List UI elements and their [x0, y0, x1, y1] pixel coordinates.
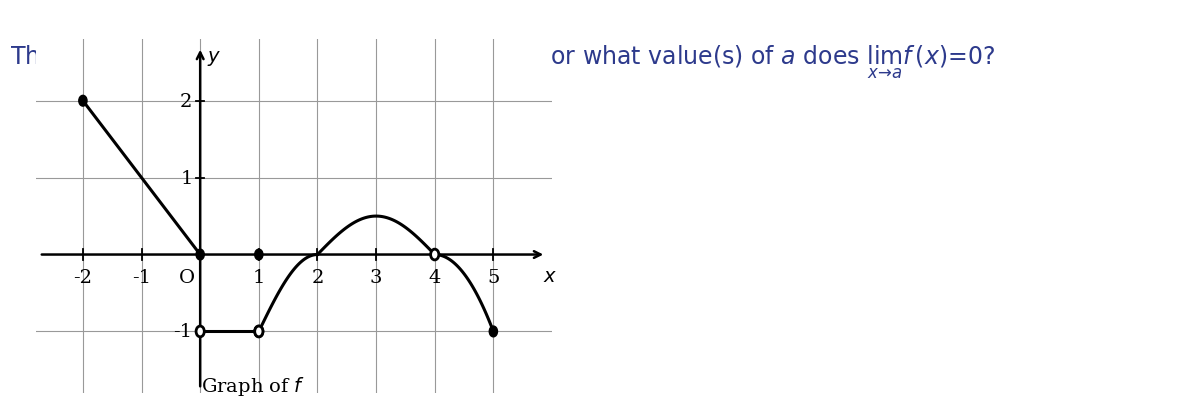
Text: 2: 2	[180, 93, 192, 110]
Text: 5: 5	[487, 268, 499, 286]
Circle shape	[254, 249, 263, 260]
Circle shape	[254, 326, 263, 337]
Circle shape	[431, 249, 439, 260]
Text: 1: 1	[180, 169, 192, 187]
Text: The graph of the function $f$ is shown below.  For what value(s) of $a$ does $\l: The graph of the function $f$ is shown b…	[10, 43, 995, 80]
Text: 1: 1	[253, 268, 265, 286]
Circle shape	[490, 326, 498, 337]
Text: -1: -1	[132, 268, 151, 286]
Circle shape	[196, 249, 204, 260]
Text: $y$: $y$	[208, 49, 222, 68]
Text: 2: 2	[311, 268, 324, 286]
Text: 3: 3	[370, 268, 383, 286]
Text: 4: 4	[428, 268, 440, 286]
Text: -2: -2	[73, 268, 92, 286]
Text: -1: -1	[174, 323, 192, 340]
Circle shape	[254, 326, 263, 337]
Circle shape	[196, 326, 204, 337]
Circle shape	[79, 96, 88, 107]
Text: Graph of $f$: Graph of $f$	[200, 374, 305, 397]
Text: $x$: $x$	[544, 266, 558, 286]
Text: O: O	[179, 268, 196, 286]
